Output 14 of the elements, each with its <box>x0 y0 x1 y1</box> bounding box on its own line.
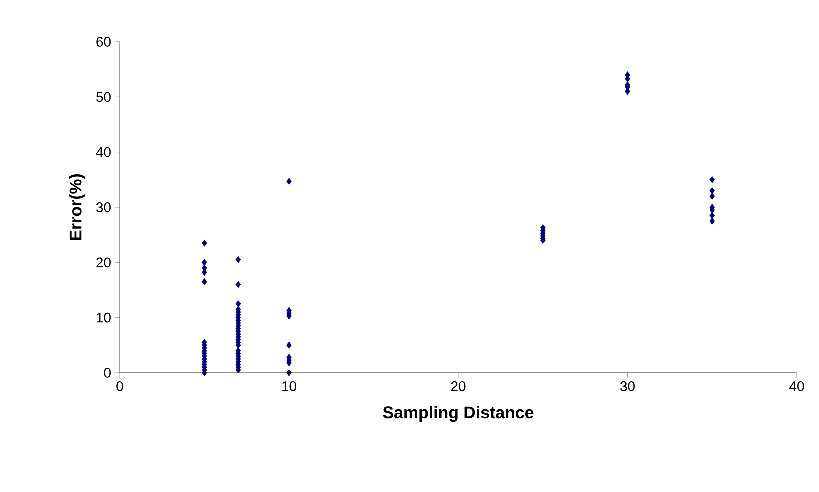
y-tick-label: 60 <box>96 37 111 47</box>
x-tick-label: 40 <box>790 381 804 392</box>
y-tick-label: 20 <box>96 258 111 268</box>
x-tick-label: 0 <box>116 381 124 392</box>
y-tick-label: 50 <box>96 92 111 102</box>
y-tick-label: 40 <box>96 147 111 158</box>
y-tick-label: 0 <box>104 368 111 378</box>
x-tick-label: 30 <box>620 381 635 392</box>
x-tick-label: 20 <box>451 381 466 392</box>
x-axis-title: Sampling Distance <box>383 406 534 422</box>
y-tick-label: 10 <box>97 312 111 323</box>
y-axis-title: Error(%) <box>69 174 86 240</box>
x-tick-label: 10 <box>282 381 296 392</box>
y-tick-label: 30 <box>96 202 111 212</box>
